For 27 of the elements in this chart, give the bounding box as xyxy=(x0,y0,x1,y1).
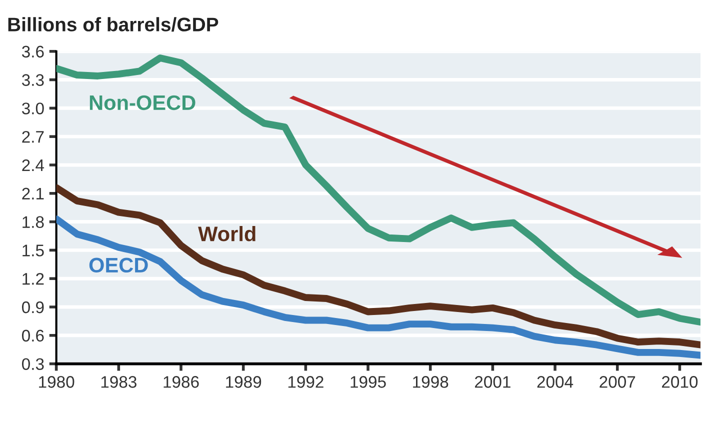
x-tick-label: 1998 xyxy=(413,376,448,388)
y-tick-label: 2.1 xyxy=(22,188,44,200)
y-tick-label: 1.5 xyxy=(22,244,44,256)
x-tick-label: 2010 xyxy=(662,376,698,388)
x-tick-label: 1989 xyxy=(226,376,262,388)
x-tick-label: 1992 xyxy=(288,376,324,388)
x-tick-label: 1995 xyxy=(350,376,386,388)
y-tick-label: 3.3 xyxy=(22,74,44,86)
y-tick-label: 3.6 xyxy=(22,46,44,58)
y-tick-label: 1.2 xyxy=(22,272,44,285)
series-label: Non-OECD xyxy=(90,95,196,110)
x-tick-label: 1980 xyxy=(39,376,74,388)
x-tick-label: 2007 xyxy=(600,376,636,388)
x-tick-label: 2004 xyxy=(537,376,574,388)
y-tick-label: 2.7 xyxy=(22,130,44,143)
x-tick-label: 1983 xyxy=(101,376,136,388)
chart-title: Billions of barrels/GDP xyxy=(8,17,218,32)
series-label: OECD xyxy=(89,258,148,273)
y-tick-label: 1.8 xyxy=(22,216,44,228)
y-tick-label: 2.4 xyxy=(22,159,44,172)
series-label: World xyxy=(198,226,256,242)
y-tick-label: 0.9 xyxy=(22,301,44,314)
x-tick-label: 2001 xyxy=(474,376,510,388)
y-tick-label: 0.6 xyxy=(22,330,44,342)
y-tick-label: 3.0 xyxy=(22,102,44,114)
y-tick-label: 0.3 xyxy=(22,358,44,370)
x-tick-label: 1986 xyxy=(164,376,199,388)
